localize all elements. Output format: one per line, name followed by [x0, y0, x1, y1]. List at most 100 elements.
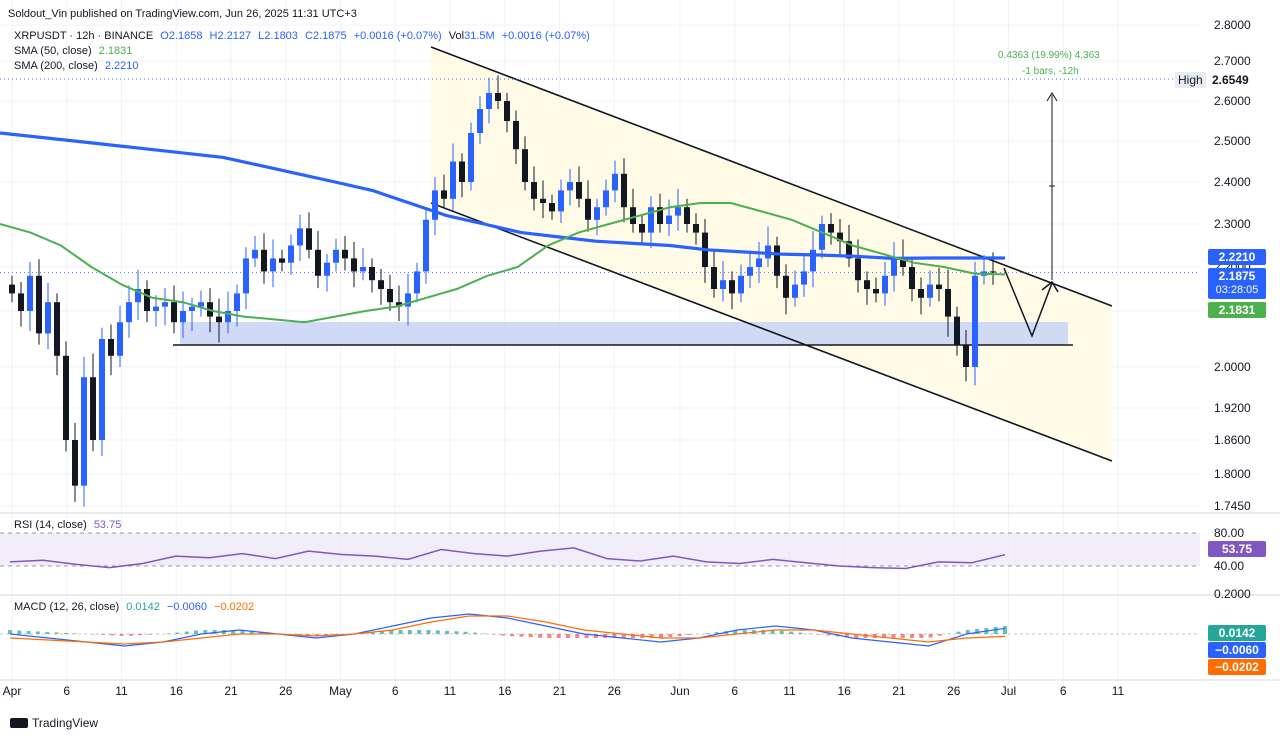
sma200-price-tag: 2.2210 — [1208, 249, 1266, 265]
price-axis-label: 1.8600 — [1214, 433, 1251, 447]
macd-hist-bar — [379, 631, 384, 634]
macd-hist-bar — [63, 632, 68, 634]
macd-hist-bar — [119, 634, 124, 636]
candle — [387, 289, 393, 303]
macd-hist-bar — [45, 631, 50, 634]
candle — [189, 306, 195, 311]
time-axis-label: 11 — [444, 684, 457, 698]
macd-signal-line[interactable] — [9, 615, 1006, 645]
candle — [306, 228, 312, 250]
hist-tag: −0.0202 — [1208, 659, 1266, 675]
projection-arrow-icon — [1041, 280, 1059, 293]
candle — [963, 344, 969, 367]
sma200-legend[interactable]: SMA (200, close) 2.2210 — [14, 60, 138, 72]
rsi-line[interactable] — [9, 547, 1006, 570]
channel-lower-line[interactable] — [430, 202, 1113, 462]
measure-label: 0.4363 (19.99%) 4,363 — [998, 50, 1100, 61]
candle — [9, 284, 15, 294]
macd-hist-bar — [445, 630, 450, 634]
symbol-name[interactable]: XRPUSDT · 12h · BINANCE — [14, 30, 154, 42]
macd-hist-bar — [621, 634, 626, 638]
macd-hist-bar — [1003, 625, 1007, 634]
projection-path[interactable] — [1003, 267, 1053, 339]
candle — [594, 207, 600, 220]
rsi-legend[interactable]: RSI (14, close) 53.75 — [14, 519, 121, 531]
footer-brand-label: TradingView — [32, 716, 99, 730]
candle — [153, 306, 159, 311]
time-axis-label: 6 — [392, 684, 399, 698]
candle — [837, 232, 843, 242]
candle — [774, 245, 780, 276]
candle — [504, 101, 510, 121]
macd-hist-bar — [128, 634, 133, 636]
price-axis-label: 2.7000 — [1214, 54, 1251, 68]
macd-hist-bar — [817, 634, 822, 635]
candle — [459, 161, 465, 182]
candle — [522, 149, 528, 182]
candle — [720, 280, 726, 289]
time-axis-label: 21 — [892, 684, 906, 698]
macd-hist-bar — [528, 634, 533, 638]
candle — [558, 190, 564, 212]
candle — [180, 311, 186, 323]
sma50-legend[interactable]: SMA (50, close) 2.1831 — [14, 45, 132, 57]
candle — [468, 133, 474, 182]
candle — [324, 262, 330, 276]
price-axis-label: 2.8000 — [1214, 18, 1251, 32]
time-axis-label: 26 — [947, 684, 961, 698]
macd-hist-bar — [779, 630, 784, 634]
sma200-line[interactable] — [0, 131, 1005, 261]
macd-hist-bar — [305, 634, 310, 636]
macd-hist-bar — [203, 630, 208, 634]
channel-upper-line[interactable] — [430, 46, 1113, 307]
macd-hist-bar — [417, 630, 422, 634]
price-axis-label: 2.3000 — [1214, 217, 1251, 231]
candle — [90, 377, 96, 440]
time-axis-label: 16 — [838, 684, 852, 698]
candle — [855, 258, 861, 281]
symbol-legend: XRPUSDT · 12h · BINANCE O2.1858 H2.2127 … — [14, 30, 590, 42]
support-zone[interactable] — [180, 322, 1068, 345]
candle — [549, 203, 555, 212]
footer-brand[interactable]: TradingView — [10, 716, 98, 730]
candle — [360, 267, 366, 272]
candle — [288, 245, 294, 263]
rsi-axis-label: 40.00 — [1214, 559, 1244, 573]
candle — [243, 258, 249, 294]
rsi-axis-label: 80.00 — [1214, 526, 1244, 540]
macd-hist-bar — [166, 633, 171, 634]
macd-hist-bar — [175, 632, 180, 634]
candle — [792, 284, 798, 298]
time-axis-label: Apr — [3, 684, 22, 698]
rsi-value-tag: 53.75 — [1208, 541, 1266, 557]
candle — [882, 275, 888, 294]
macd-legend[interactable]: MACD (12, 26, close) 0.0142 −0.0060 −0.0… — [14, 601, 254, 613]
tradingview-logo-icon — [10, 718, 28, 728]
macd-hist-bar — [463, 631, 468, 634]
macd-hist-bar — [919, 634, 924, 638]
macd-hist-bar — [370, 632, 375, 634]
time-axis-label: 6 — [731, 684, 738, 698]
candle — [810, 249, 816, 272]
time-axis-label: 6 — [1060, 684, 1067, 698]
macd-hist-bar — [212, 630, 217, 634]
rsi-value: 53.75 — [93, 519, 122, 531]
volume-value: 31.5M — [464, 30, 495, 42]
candle — [684, 207, 690, 224]
macd-hist-bar — [798, 632, 803, 634]
sma50-line[interactable] — [0, 202, 1006, 324]
macd-hist-bar — [937, 634, 942, 636]
time-axis-label: Jun — [670, 684, 689, 698]
candle — [639, 224, 645, 233]
macd-line[interactable] — [9, 613, 1006, 647]
candle — [225, 311, 231, 323]
macd-hist-bar — [770, 630, 775, 634]
macd-tag: 0.0142 — [1208, 625, 1266, 641]
sma200-label: SMA (200, close) — [14, 60, 98, 72]
candle — [135, 289, 141, 303]
macd-hist-bar — [538, 634, 543, 638]
price-axis-label: 2.0000 — [1214, 360, 1251, 374]
candle — [648, 207, 654, 233]
macd-hist-bar — [435, 630, 440, 634]
